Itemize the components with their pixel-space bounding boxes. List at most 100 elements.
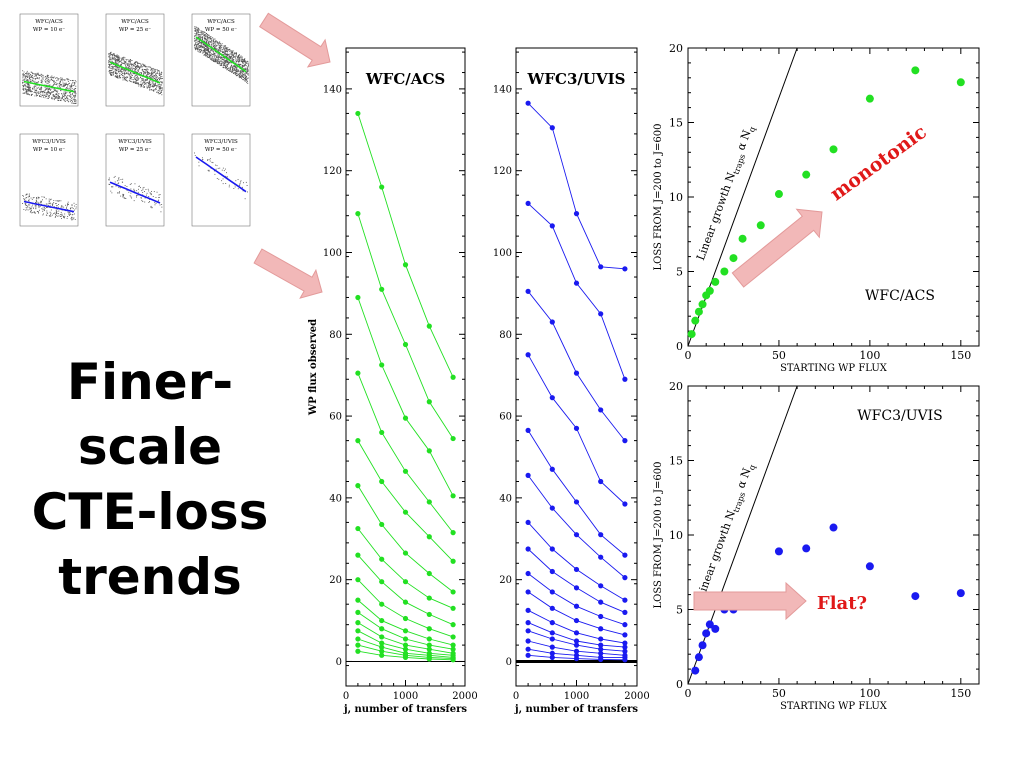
data-point [549,630,555,636]
scatter-dot [131,75,133,76]
y-axis-label: LOSS FROM J=200 to J=600 [653,462,664,609]
scatter-dot [240,57,242,59]
scatter-dot [246,60,248,62]
scatter-dot [38,77,40,79]
scatter-dot [127,63,129,65]
scatter-dot [60,98,62,100]
scatter-dot [29,208,31,210]
scatter-dot [56,94,58,96]
scatter-dot [152,74,154,76]
scatter-dot [135,82,137,84]
scatter-dot [136,66,138,68]
data-point [426,448,432,454]
scatter-dot [140,86,142,88]
scatter-dot [219,48,221,50]
scatter-dot [122,195,124,197]
scatter-dot [196,44,198,46]
scatter-dot [234,71,236,73]
scatter-dot [153,78,155,80]
scatter-dot [155,69,157,71]
scatter-dot [144,64,146,66]
data-point [450,646,456,652]
data-point [738,234,747,243]
data-point [573,532,580,538]
scatter-dot [226,60,228,62]
scatter-dot [74,102,76,104]
scatter-dot [160,76,162,78]
scatter-dot [117,68,119,70]
data-point [525,570,531,577]
scatter-dot [209,57,210,59]
scatter-dot [61,77,63,79]
data-point [622,501,628,507]
scatter-dot [246,71,248,73]
scatter-dot [117,66,119,68]
scatter-dot [70,91,71,93]
scatter-dot [48,97,49,99]
data-point [355,438,361,444]
scatter-dot [46,94,48,96]
scatter-dot [209,51,210,53]
scatter-dot [66,206,68,208]
scatter-dot [150,74,152,76]
scatter-dot [154,89,156,91]
scatter-dot [126,76,128,78]
scatter-dot [196,48,198,50]
scatter-dot [25,79,27,81]
scatter-dot [61,205,63,207]
scatter-dot [126,77,127,79]
scatter-dot [74,96,76,98]
scatter-dot [73,98,75,100]
scatter-dot [37,93,39,95]
scatter-dot [214,45,216,47]
scatter-dot [201,49,202,51]
thumbnail-frame [105,133,165,227]
scatter-dot [137,188,139,190]
scatter-dot [241,71,243,73]
scatter-dot [41,82,43,84]
scatter-dot [56,205,58,207]
scatter-dot [146,72,148,74]
scatter-dot [117,56,119,58]
scatter-dot [48,77,50,79]
scatter-dot [123,69,124,71]
data-point [598,656,604,663]
scatter-dot [241,77,242,79]
scatter-dot [160,72,162,74]
scatter-dot [56,93,58,95]
scatter-dot [146,79,148,81]
scatter-dot [25,78,27,80]
scatter-dot [64,93,66,95]
panel-title: WFC/ACS [865,288,935,304]
scatter-dot [148,202,150,203]
scatter-dot [50,76,52,78]
scatter-dot [207,54,209,56]
scatter-dot [241,75,243,77]
scatter-dot [143,82,145,84]
data-point [598,478,604,485]
scatter-dot [219,45,221,46]
scatter-dot [243,71,245,73]
scatter-dot [161,206,163,208]
scatter-dot [22,203,23,204]
scatter-dot [75,93,77,95]
y-tick-label: 40 [329,493,342,504]
scatter-dot [135,81,136,83]
scatter-dot [42,91,44,93]
scatter-dot [66,78,68,80]
scatter-dot [69,87,71,89]
x-tick-label: 100 [859,349,880,362]
scatter-dot [198,41,200,43]
data-point [450,558,456,564]
scatter-dot [44,86,46,88]
scatter-dot [112,71,114,73]
scatter-dot [212,52,214,54]
scatter-dot [58,97,60,99]
scatter-dot [209,53,210,55]
scatter-dot [227,51,229,53]
scatter-dot [159,86,160,87]
scatter-dot [214,47,216,49]
scatter-dot [72,97,74,99]
scatter-dot [205,45,207,47]
scatter-dot [227,49,229,51]
